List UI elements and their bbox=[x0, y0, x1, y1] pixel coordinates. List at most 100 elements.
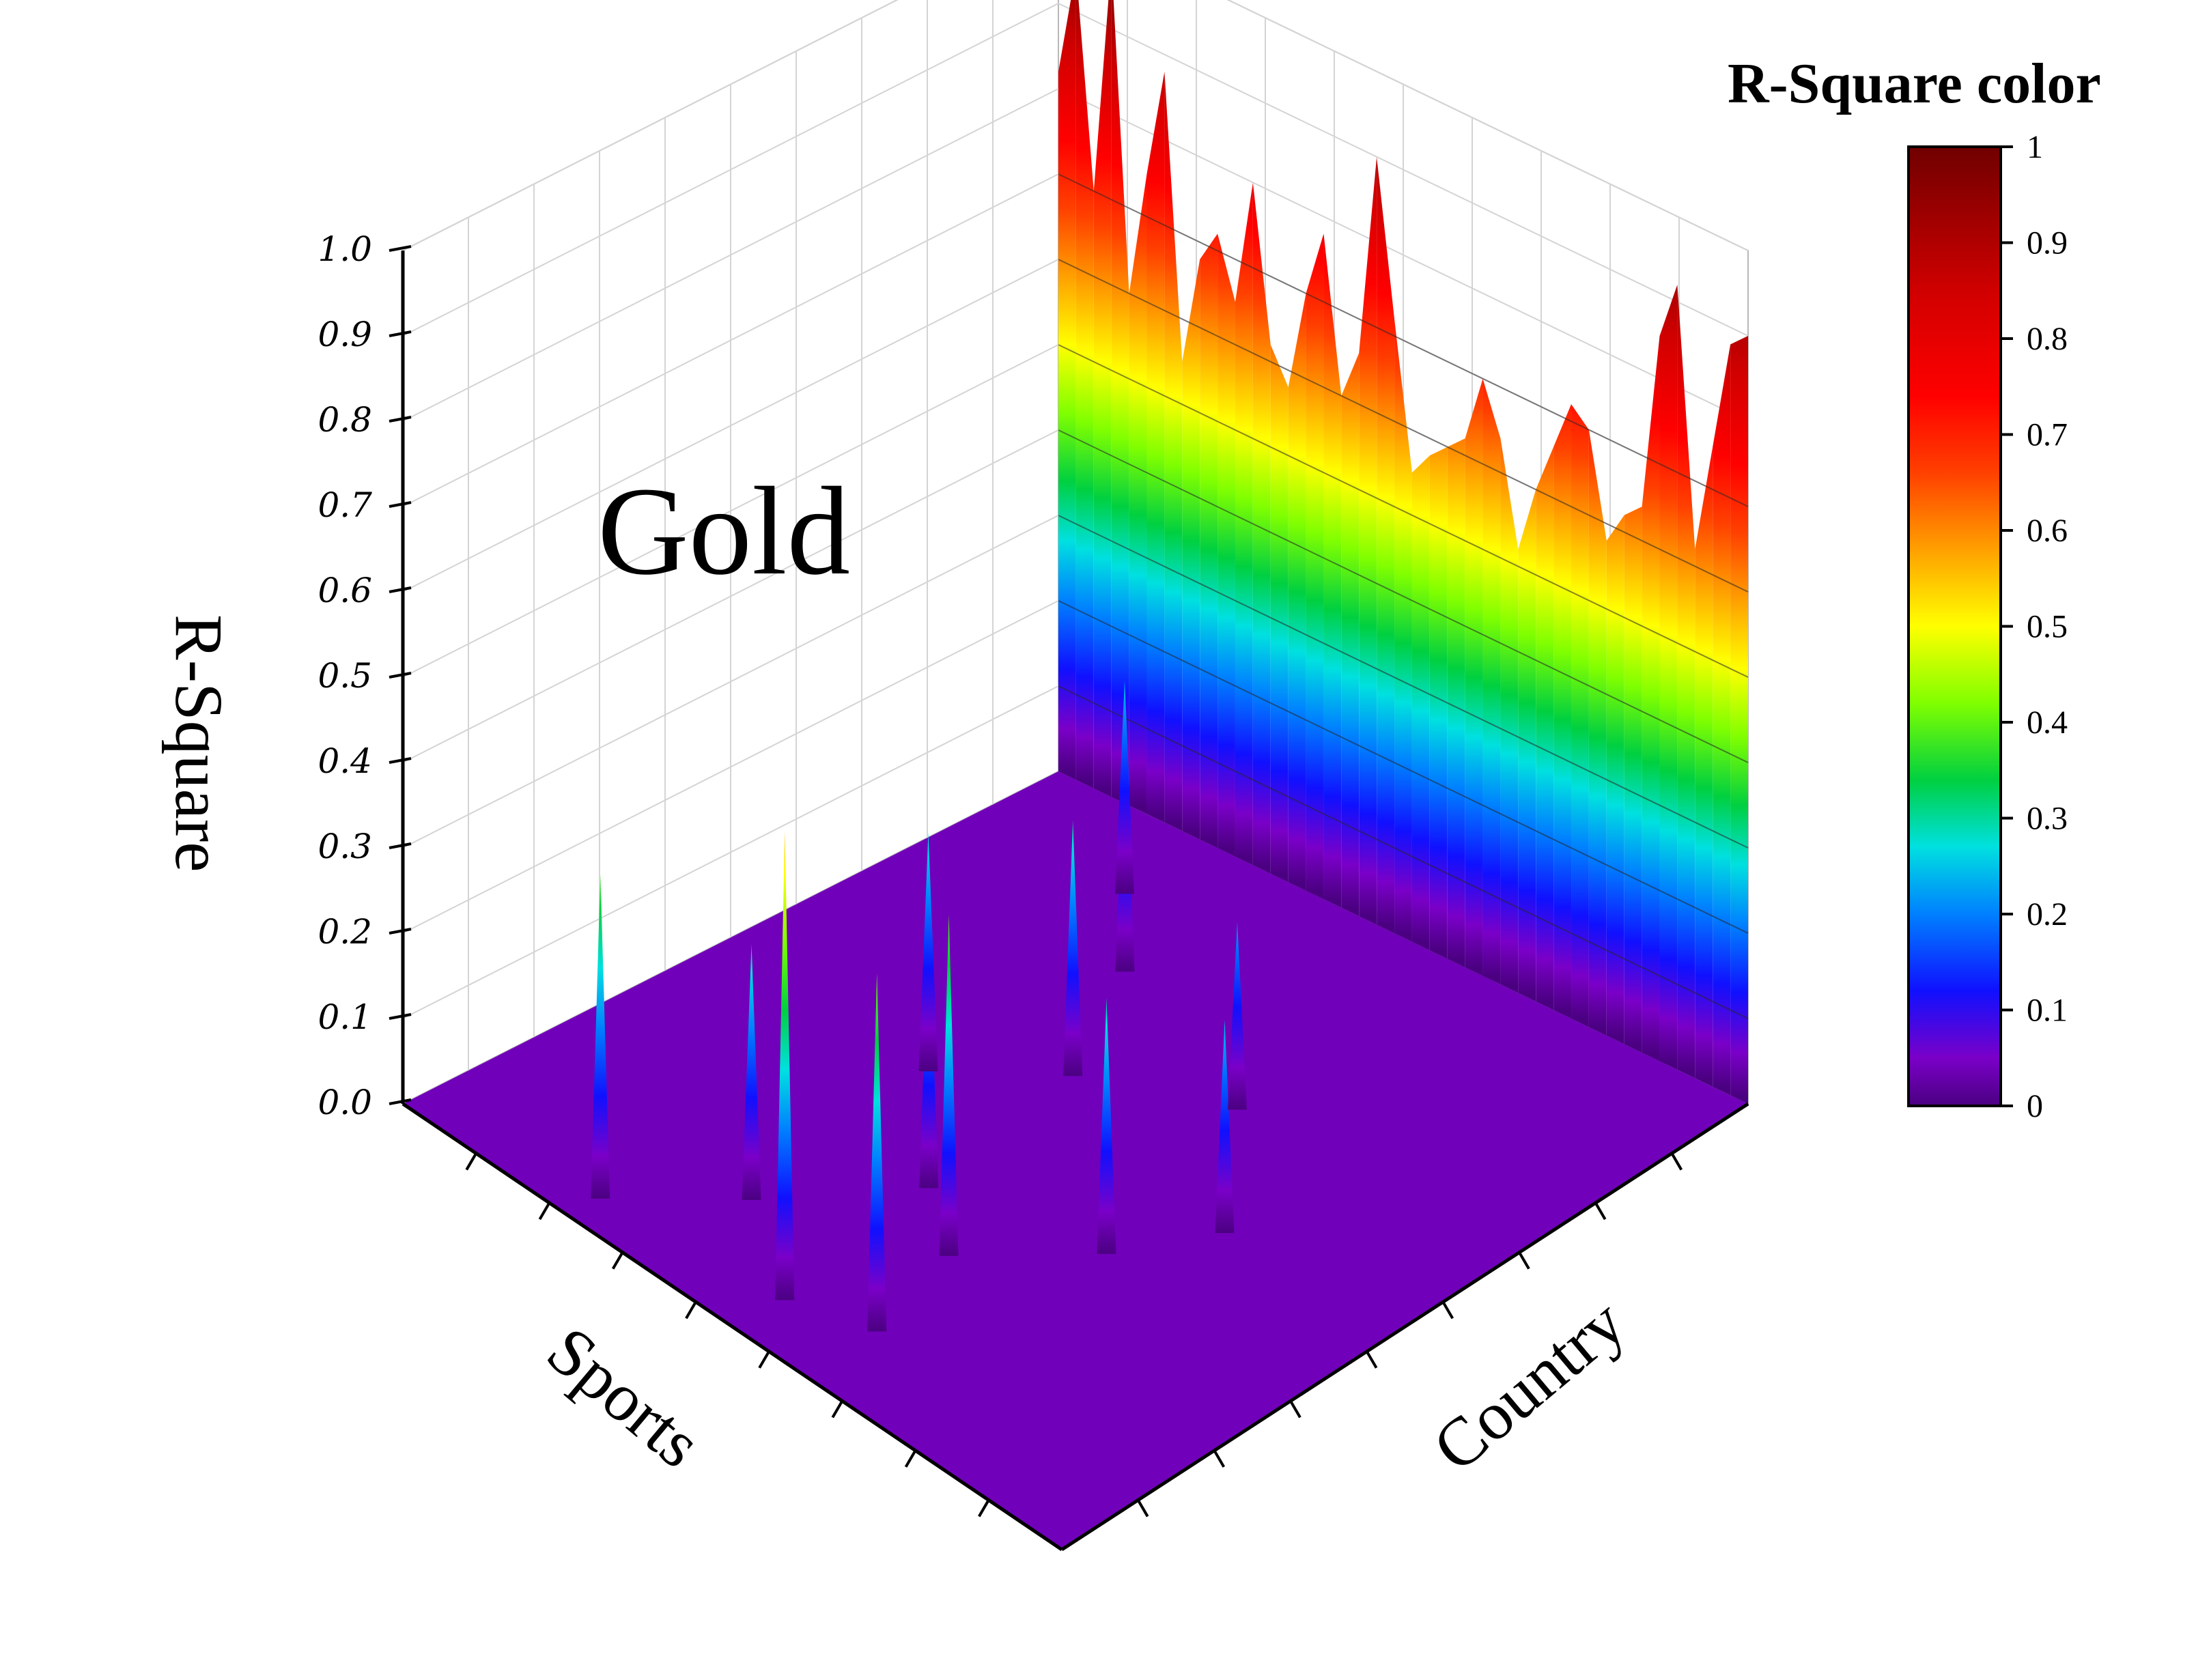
x-axis-title: Sports bbox=[533, 1312, 716, 1482]
ridge-strip bbox=[1288, 293, 1306, 891]
y-tick bbox=[1365, 1350, 1378, 1369]
ridge-strip bbox=[1306, 233, 1324, 900]
y-tick bbox=[1441, 1301, 1454, 1320]
floor-peak bbox=[1227, 922, 1247, 1110]
z-tick bbox=[389, 757, 412, 764]
chart-title: Gold bbox=[597, 461, 850, 601]
ridge-strip bbox=[1394, 319, 1412, 942]
ridge-strip bbox=[1235, 182, 1253, 866]
z-tick bbox=[389, 501, 412, 508]
y-tick bbox=[1213, 1449, 1226, 1468]
z-tick bbox=[389, 928, 412, 935]
x-tick bbox=[831, 1400, 844, 1419]
gridline bbox=[402, 2, 1749, 337]
x-tick bbox=[611, 1251, 624, 1270]
z-tick bbox=[389, 586, 412, 593]
z-tick-label: 0.1 bbox=[318, 997, 372, 1037]
z-tick-label: 0.0 bbox=[318, 1083, 372, 1122]
colorbar-tick-label: 0.9 bbox=[2027, 225, 2068, 261]
z-tick-label: 0.4 bbox=[318, 741, 372, 781]
floor-peak bbox=[867, 973, 887, 1332]
colorbar-title: R-Square color bbox=[1728, 52, 2101, 115]
ridge-strip bbox=[1571, 404, 1589, 1027]
ridge-strip bbox=[1359, 156, 1377, 925]
z-tick bbox=[389, 245, 412, 252]
ridge-strip bbox=[1606, 515, 1624, 1044]
floor-surface bbox=[403, 771, 1748, 1550]
ridge-strip bbox=[1182, 259, 1200, 840]
ridge-strip bbox=[1323, 233, 1342, 908]
ridge-strip bbox=[1129, 173, 1147, 814]
ridge-strip bbox=[1217, 233, 1235, 857]
contour-line bbox=[1058, 685, 1749, 1019]
z-tick-label: 0.7 bbox=[318, 485, 372, 525]
floor-peak bbox=[1115, 680, 1134, 894]
z-tick-label: 0.2 bbox=[318, 912, 372, 952]
z-tick-label: 1.0 bbox=[318, 229, 372, 269]
axes: 0.0 0.1 0.2 0.3 0.4 0.5 0.6 0.7 0.8 0.9 1.0 bbox=[318, 229, 1749, 1552]
ridge-strip bbox=[1677, 285, 1695, 1079]
ridge-strip bbox=[1482, 378, 1501, 985]
colorbar-tick-label: 0.5 bbox=[2027, 609, 2068, 645]
z-tick-label: 0.3 bbox=[318, 827, 372, 866]
floor-peak bbox=[775, 831, 795, 1300]
z-tick-label: 0.5 bbox=[318, 656, 372, 696]
ridge-strip bbox=[1713, 344, 1731, 1096]
floor-peaks bbox=[591, 680, 1247, 1332]
gridline bbox=[402, 0, 1749, 251]
ridge-strip bbox=[1642, 336, 1660, 1062]
ridge-strip bbox=[1270, 344, 1289, 883]
colorbar-tick-label: 0.2 bbox=[2027, 896, 2068, 932]
y-tick bbox=[1136, 1499, 1149, 1518]
ridge-strip bbox=[1659, 285, 1678, 1070]
ridge-strip bbox=[1695, 446, 1713, 1087]
contour-line bbox=[1058, 173, 1749, 507]
colorbar-tick-label: 0.8 bbox=[2027, 321, 2068, 357]
z-tick-label: 0.9 bbox=[318, 315, 372, 354]
x-tick bbox=[758, 1350, 770, 1369]
back-wall-surface bbox=[1058, 0, 1749, 1104]
floor-peak bbox=[742, 943, 761, 1200]
ridge-strip bbox=[1164, 71, 1183, 831]
ridge-strip bbox=[1093, 0, 1112, 797]
z-tick bbox=[389, 842, 412, 849]
ridge-strip bbox=[1588, 429, 1607, 1036]
ridge-strip bbox=[1553, 404, 1572, 1019]
y-tick bbox=[1289, 1400, 1301, 1419]
z-axis-title: R-Square bbox=[161, 614, 237, 872]
ridge-strip bbox=[1058, 0, 1076, 780]
y-tick bbox=[1670, 1152, 1683, 1171]
x-tick bbox=[904, 1449, 917, 1468]
x-axis-line bbox=[402, 1102, 1063, 1552]
ridge-strip bbox=[1518, 489, 1536, 1002]
z-tick bbox=[389, 416, 412, 423]
x-tick bbox=[465, 1152, 477, 1171]
contour-line bbox=[1058, 429, 1749, 763]
y-tick bbox=[1594, 1202, 1607, 1221]
colorbar-ticks: 0 0.1 0.2 0.3 0.4 0.5 0.6 0.7 0.8 0.9 1 bbox=[2001, 129, 2068, 1124]
floor-peak bbox=[939, 914, 959, 1256]
floor-peak bbox=[591, 874, 610, 1199]
colorbar-tick-label: 0.1 bbox=[2027, 993, 2068, 1029]
contour-line bbox=[1058, 259, 1749, 593]
ridge-strip bbox=[1536, 446, 1554, 1010]
ridge-strip bbox=[1465, 378, 1483, 976]
ridge-strip bbox=[1730, 336, 1748, 1104]
z-tick bbox=[389, 330, 412, 337]
colorbar-tick-label: 1 bbox=[2027, 129, 2043, 165]
ridge-strip bbox=[1341, 353, 1360, 917]
x-tick bbox=[538, 1202, 551, 1221]
z-tick-label: 0.8 bbox=[318, 400, 372, 440]
ridge-strip bbox=[1429, 446, 1448, 959]
colorbar-tick-label: 0.7 bbox=[2027, 417, 2068, 453]
x-tick bbox=[978, 1499, 990, 1518]
z-tick bbox=[389, 1013, 412, 1020]
ridge-strip bbox=[1146, 71, 1165, 823]
colorbar-tick-label: 0.4 bbox=[2027, 704, 2068, 741]
floor-plane bbox=[403, 771, 1748, 1550]
floor-peak bbox=[1063, 820, 1083, 1077]
ridge-strip bbox=[1624, 507, 1642, 1053]
ridge-strip bbox=[1075, 0, 1094, 788]
floor-peak bbox=[1215, 1019, 1235, 1234]
